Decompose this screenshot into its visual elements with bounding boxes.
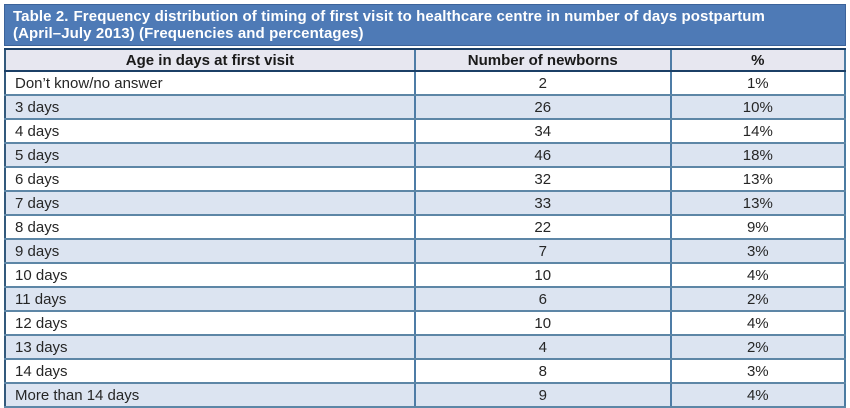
frequency-table: Age in days at first visit Number of new…: [4, 48, 846, 408]
table-row: 11 days 6 2%: [5, 287, 845, 312]
newborns-cell: 46: [413, 143, 671, 168]
newborns-cell: 7: [413, 239, 671, 264]
col-header-percent: %: [669, 48, 845, 72]
newborns-cell: 33: [413, 191, 671, 216]
newborns-cell: 26: [413, 95, 671, 120]
percent-cell: 14%: [669, 119, 845, 144]
newborns-cell: 2: [413, 71, 671, 96]
col-header-newborns: Number of newborns: [413, 48, 671, 72]
table-row: Don’t know/no answer 2 1%: [5, 71, 845, 96]
age-cell: 12 days: [5, 311, 415, 336]
age-cell: 9 days: [5, 239, 415, 264]
table-row: 3 days 26 10%: [5, 95, 845, 120]
table-row: 6 days 32 13%: [5, 167, 845, 192]
percent-cell: 4%: [669, 263, 845, 288]
table-row: 7 days 33 13%: [5, 191, 845, 216]
table-caption-line1: Frequency distribution of timing of firs…: [73, 8, 765, 25]
newborns-cell: 22: [413, 215, 671, 240]
percent-cell: 13%: [669, 167, 845, 192]
age-cell: 5 days: [5, 143, 415, 168]
caption-table-divider: [4, 46, 846, 48]
newborns-cell: 34: [413, 119, 671, 144]
newborns-cell: 4: [413, 335, 671, 360]
age-cell: 10 days: [5, 263, 415, 288]
newborns-cell: 9: [413, 383, 671, 408]
age-cell: Don’t know/no answer: [5, 71, 415, 96]
age-cell: 4 days: [5, 119, 415, 144]
age-cell: 13 days: [5, 335, 415, 360]
table-number: Table 2.: [13, 8, 69, 25]
table-row: 8 days 22 9%: [5, 215, 845, 240]
age-cell: 8 days: [5, 215, 415, 240]
newborns-cell: 10: [413, 263, 671, 288]
age-cell: 6 days: [5, 167, 415, 192]
newborns-cell: 8: [413, 359, 671, 384]
newborns-cell: 32: [413, 167, 671, 192]
percent-cell: 1%: [669, 71, 845, 96]
header-row: Age in days at first visit Number of new…: [5, 48, 845, 72]
table-row: 5 days 46 18%: [5, 143, 845, 168]
percent-cell: 2%: [669, 335, 845, 360]
table-row: 12 days 10 4%: [5, 311, 845, 336]
percent-cell: 3%: [669, 359, 845, 384]
age-cell: 7 days: [5, 191, 415, 216]
age-cell: 11 days: [5, 287, 415, 312]
newborns-cell: 10: [413, 311, 671, 336]
table-row: 14 days 8 3%: [5, 359, 845, 384]
age-cell: 14 days: [5, 359, 415, 384]
table-2-figure: Table 2. Frequency distribution of timing…: [4, 4, 846, 408]
newborns-cell: 6: [413, 287, 671, 312]
percent-cell: 4%: [669, 311, 845, 336]
percent-cell: 10%: [669, 95, 845, 120]
percent-cell: 13%: [669, 191, 845, 216]
age-cell: More than 14 days: [5, 383, 415, 408]
col-header-age: Age in days at first visit: [5, 48, 415, 72]
percent-cell: 2%: [669, 287, 845, 312]
percent-cell: 4%: [669, 383, 845, 408]
table-row: More than 14 days 9 4%: [5, 383, 845, 408]
table-caption: Table 2. Frequency distribution of timing…: [4, 4, 846, 46]
table-caption-line2: (April–July 2013) (Frequencies and perce…: [13, 25, 364, 42]
percent-cell: 18%: [669, 143, 845, 168]
table-row: 13 days 4 2%: [5, 335, 845, 360]
percent-cell: 9%: [669, 215, 845, 240]
table-row: 9 days 7 3%: [5, 239, 845, 264]
percent-cell: 3%: [669, 239, 845, 264]
age-cell: 3 days: [5, 95, 415, 120]
table-row: 4 days 34 14%: [5, 119, 845, 144]
table-body: Don’t know/no answer 2 1% 3 days 26 10% …: [5, 71, 845, 408]
table-row: 10 days 10 4%: [5, 263, 845, 288]
